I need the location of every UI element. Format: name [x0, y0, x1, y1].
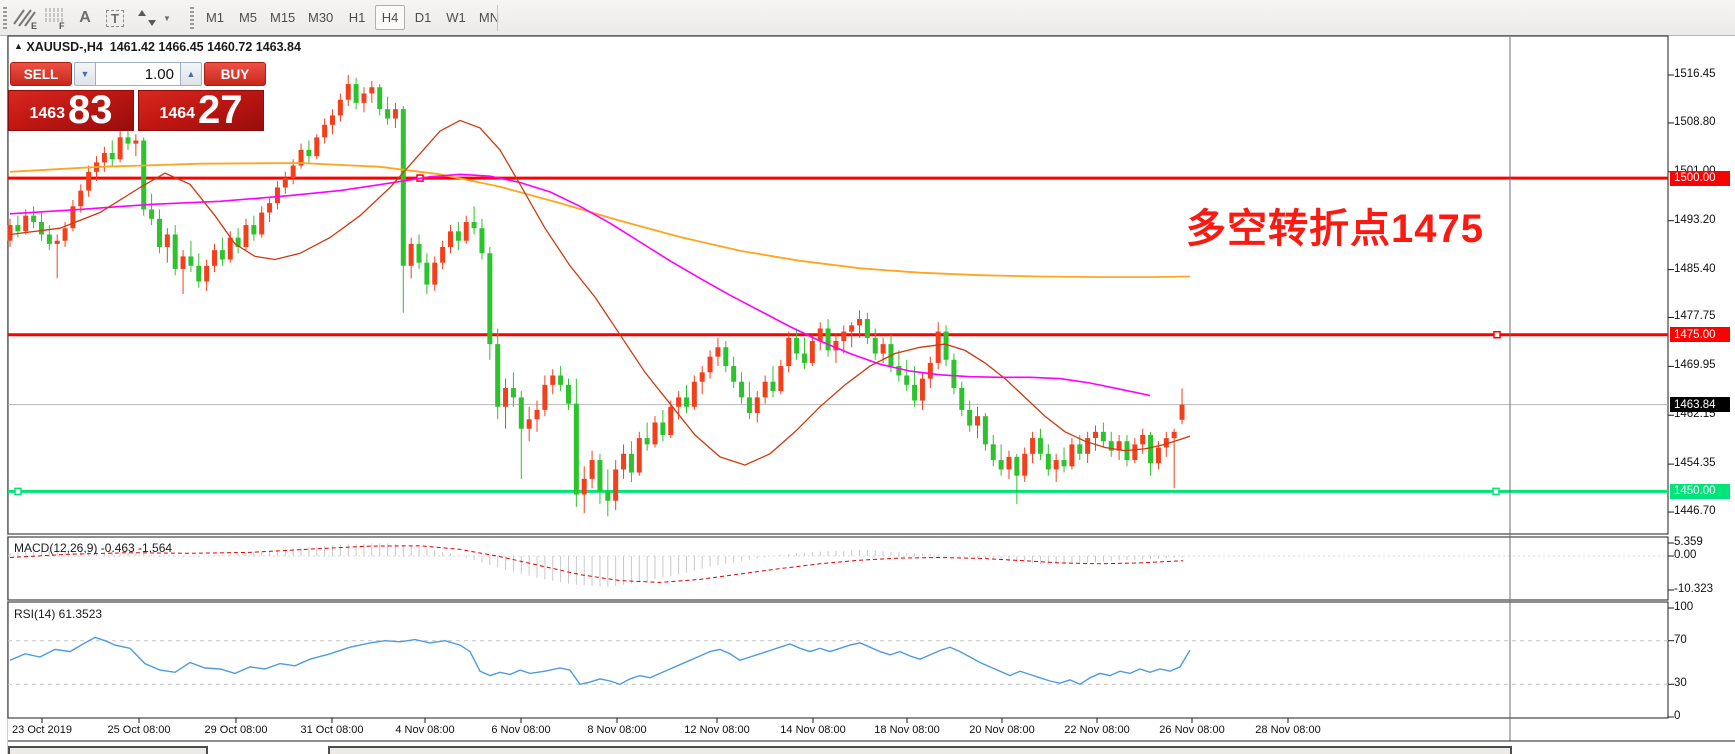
timeframe-button-m5[interactable]: M5 [238, 10, 258, 25]
price-tick-label: 1446.70 [1674, 505, 1716, 518]
indicators-icon-glyph: E [13, 9, 37, 30]
sell-price-pips: 83 [68, 88, 113, 132]
timeframe-button-m15[interactable]: M15 [270, 10, 296, 25]
price-tick-label: 1454.35 [1674, 457, 1716, 470]
timeframe-button-m30[interactable]: M30 [308, 10, 334, 25]
time-axis-label: 4 Nov 08:00 [395, 724, 455, 736]
timeframe-button-w1[interactable]: W1 [446, 10, 466, 25]
collapse-triangle-icon[interactable]: ▲ [14, 41, 23, 51]
toolbar-drag-handle[interactable] [3, 7, 7, 29]
ohlc-values-label: 1461.42 1466.45 1460.72 1463.84 [109, 40, 301, 54]
spinner-up-icon: ▲ [186, 69, 196, 79]
sell-price-whole: 1463 [29, 105, 66, 122]
chevron-down-icon[interactable]: ▼ [163, 13, 171, 23]
volume-input[interactable] [96, 62, 180, 86]
chart-symbol-header: ▲ XAUUSD-,H4 1461.42 1466.45 1460.72 146… [14, 40, 301, 54]
timeframe-button-h4[interactable]: H4 [375, 5, 405, 30]
chart-tab[interactable] [328, 746, 1512, 754]
volume-decrease-button[interactable]: ▼ [74, 62, 96, 86]
chart-tab[interactable] [8, 746, 208, 754]
spinner-down-icon: ▼ [80, 69, 90, 79]
buy-price-tile[interactable]: 1464 27 [138, 90, 264, 131]
toolbar-drag-handle[interactable] [190, 7, 194, 29]
time-axis-label: 6 Nov 08:00 [491, 724, 551, 736]
toolbar: E F A T ▼ M1 M5 M15 M30 H1 H4 D1 W1 MN [0, 0, 1735, 36]
svg-text:F: F [59, 21, 65, 30]
time-axis-label: 14 Nov 08:00 [780, 724, 846, 736]
text-box-icon-glyph: T [106, 9, 124, 27]
current-price-label: 1463.84 [1670, 397, 1730, 413]
svg-text:E: E [31, 21, 37, 30]
price-tick-label: 1516.45 [1674, 68, 1716, 80]
level-price-label: 1450.00 [1670, 483, 1730, 499]
price-tick-label: 1508.80 [1674, 115, 1716, 128]
text-box-icon[interactable]: T [102, 4, 128, 32]
level-price-label: 1500.00 [1670, 170, 1730, 186]
time-axis-label: 22 Nov 08:00 [1064, 724, 1130, 736]
timeframe-button-m1[interactable]: M1 [205, 10, 225, 25]
rsi-scale-label: 0 [1674, 710, 1681, 722]
chart-text-annotation[interactable]: 多空转折点1475 [1186, 207, 1484, 251]
timeframe-button-d1[interactable]: D1 [414, 10, 432, 25]
timeframe-button-h1[interactable]: H1 [348, 10, 366, 25]
buy-price-whole: 1464 [159, 105, 196, 122]
time-axis-label: 23 Oct 2019 [12, 724, 72, 736]
grid-icon-glyph: F [44, 8, 65, 30]
arrow-objects-icon[interactable] [134, 4, 160, 32]
sell-button[interactable]: SELL [10, 62, 72, 86]
rsi-scale-label: 70 [1674, 633, 1687, 646]
grid-icon[interactable]: F [42, 4, 70, 32]
macd-scale-label: 5.359 [1674, 536, 1703, 548]
time-axis-label: 26 Nov 08:00 [1159, 724, 1225, 736]
rsi-indicator-label: RSI(14) 61.3523 [14, 607, 103, 621]
time-axis-label: 29 Oct 08:00 [204, 724, 268, 736]
time-axis-label: 12 Nov 08:00 [684, 724, 750, 736]
macd-indicator-label: MACD(12,26,9) -0.463 -1.564 [14, 541, 173, 555]
price-tick-label: 1493.20 [1674, 213, 1716, 226]
toolbar-separator [497, 5, 498, 31]
rsi-scale-label: 100 [1674, 601, 1694, 613]
macd-scale-label: -10.323 [1674, 583, 1714, 595]
time-axis-label: 20 Nov 08:00 [969, 724, 1035, 736]
buy-price-pips: 27 [198, 88, 243, 132]
price-tick-label: 1477.75 [1674, 310, 1716, 323]
arrow-objects-icon-glyph [138, 10, 156, 26]
time-axis-label: 28 Nov 08:00 [1255, 724, 1321, 736]
price-tick-label: 1469.95 [1674, 359, 1716, 372]
time-axis-label: 8 Nov 08:00 [587, 724, 647, 736]
rsi-scale-label: 30 [1674, 677, 1687, 690]
timeframe-button-mn[interactable]: MN [478, 10, 500, 25]
text-label-icon[interactable]: A [79, 9, 91, 26]
buy-button[interactable]: BUY [204, 62, 266, 86]
symbol-timeframe-label: XAUUSD-,H4 [26, 40, 103, 54]
sell-price-tile[interactable]: 1463 83 [8, 90, 134, 131]
level-price-label: 1475.00 [1670, 327, 1730, 343]
macd-scale-label: 0.00 [1674, 549, 1697, 561]
price-tick-label: 1485.40 [1674, 262, 1716, 275]
indicators-icon[interactable]: E [10, 4, 40, 32]
volume-increase-button[interactable]: ▲ [180, 62, 202, 86]
time-axis-label: 18 Nov 08:00 [874, 724, 940, 736]
one-click-trade-panel: SELL ▼ ▲ BUY 1463 83 1464 27 [8, 58, 267, 131]
time-axis-label: 25 Oct 08:00 [107, 724, 171, 736]
time-axis-label: 31 Oct 08:00 [300, 724, 364, 736]
